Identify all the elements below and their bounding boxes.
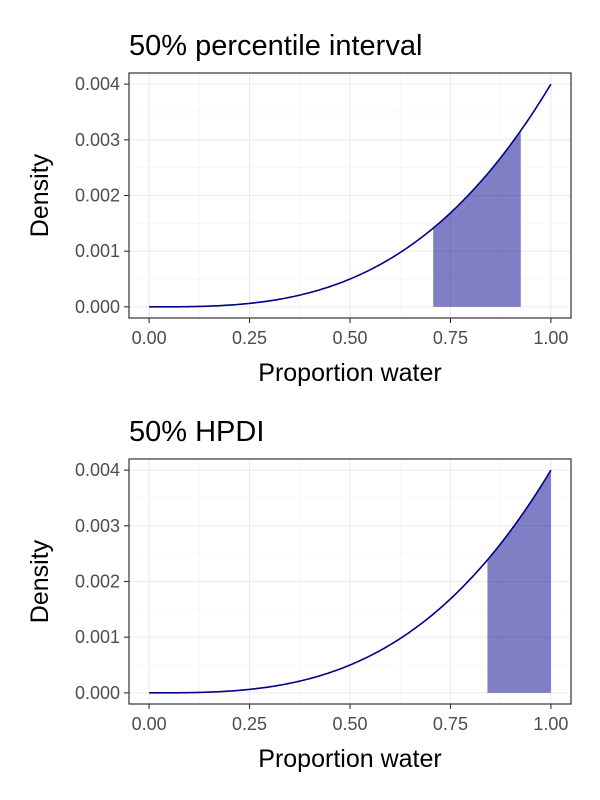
y-tick-label: 0.000: [75, 683, 120, 703]
chart-title: 50% HPDI: [129, 416, 264, 448]
shaded-interval: [487, 470, 551, 693]
y-tick-label: 0.002: [75, 572, 120, 592]
x-tick-label: 0.50: [332, 328, 367, 348]
x-tick-label: 0.00: [132, 714, 167, 734]
x-tick-label: 0.75: [433, 328, 468, 348]
x-axis-title: Proportion water: [258, 745, 441, 773]
y-tick-label: 0.003: [75, 130, 120, 150]
chart-title: 50% percentile interval: [129, 30, 422, 62]
density-curve: [149, 83, 552, 308]
chart-panel-1: 0.00 0.25 0.50 0.75 1.00 0.000 0.001 0.002 0.003…: [26, 30, 572, 387]
x-tick-label: 1.00: [533, 714, 568, 734]
x-tick-label: 0.00: [132, 328, 167, 348]
y-tick-label: 0.004: [75, 460, 120, 480]
y-tick-label: 0.001: [75, 241, 120, 261]
y-tick-label: 0.001: [75, 627, 120, 647]
y-axis-title: Density: [26, 539, 54, 623]
chart-panel-2: 0.00 0.25 0.50 0.75 1.00 0.000 0.001 0.002 0.003…: [26, 416, 572, 773]
x-tick-label: 1.00: [533, 328, 568, 348]
y-axis-title: Density: [26, 153, 54, 237]
y-tick-label: 0.000: [75, 297, 120, 317]
y-tick-label: 0.004: [75, 74, 120, 94]
x-tick-label: 0.25: [232, 328, 267, 348]
y-tick-label: 0.002: [75, 186, 120, 206]
x-axis-title: Proportion water: [258, 359, 441, 387]
y-tick-label: 0.003: [75, 516, 120, 536]
x-tick-label: 0.75: [433, 714, 468, 734]
shaded-interval: [433, 130, 521, 307]
x-tick-label: 0.50: [332, 714, 367, 734]
density-curve: [149, 469, 552, 694]
x-tick-label: 0.25: [232, 714, 267, 734]
